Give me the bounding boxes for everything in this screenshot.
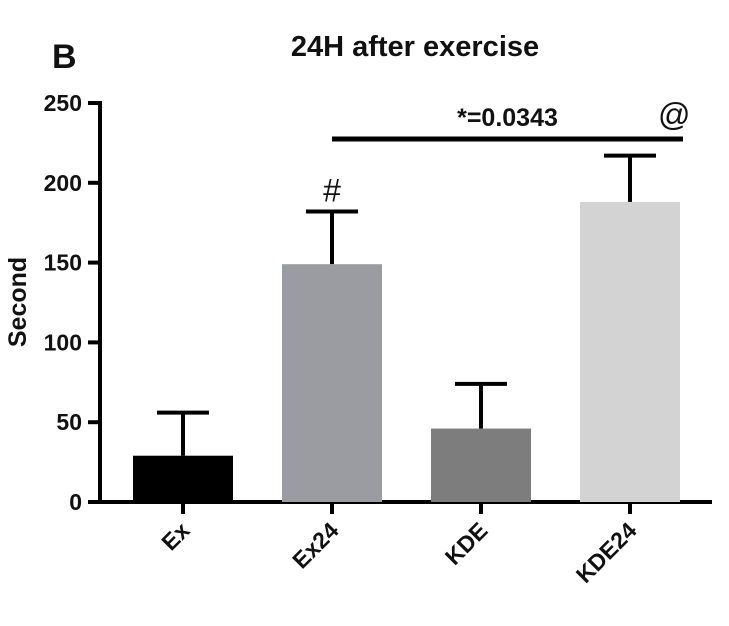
y-tick-label: 150 [44, 250, 82, 276]
bar-ex [133, 455, 233, 502]
y-tick-label: 250 [44, 90, 82, 116]
panel-label: B [52, 38, 77, 76]
y-tick-label: 0 [69, 489, 82, 515]
chart-title: 24H after exercise [291, 31, 539, 63]
y-tick-label: 200 [44, 170, 82, 196]
bar-kde24 [580, 201, 680, 502]
x-tick-label: KDE24 [571, 517, 642, 588]
y-tick-label: 50 [56, 409, 82, 435]
significance-marker: @ [658, 97, 690, 133]
x-tick-label: Ex [156, 517, 194, 555]
significance-marker: # [323, 173, 341, 209]
bar-ex24 [282, 264, 382, 502]
y-tick-label: 100 [44, 329, 82, 355]
x-tick-label: Ex24 [287, 517, 344, 574]
significance-label: *=0.0343 [457, 104, 558, 132]
y-axis-label: Second [4, 257, 32, 347]
bar-kde [431, 428, 531, 502]
x-tick-label: KDE [440, 517, 493, 570]
